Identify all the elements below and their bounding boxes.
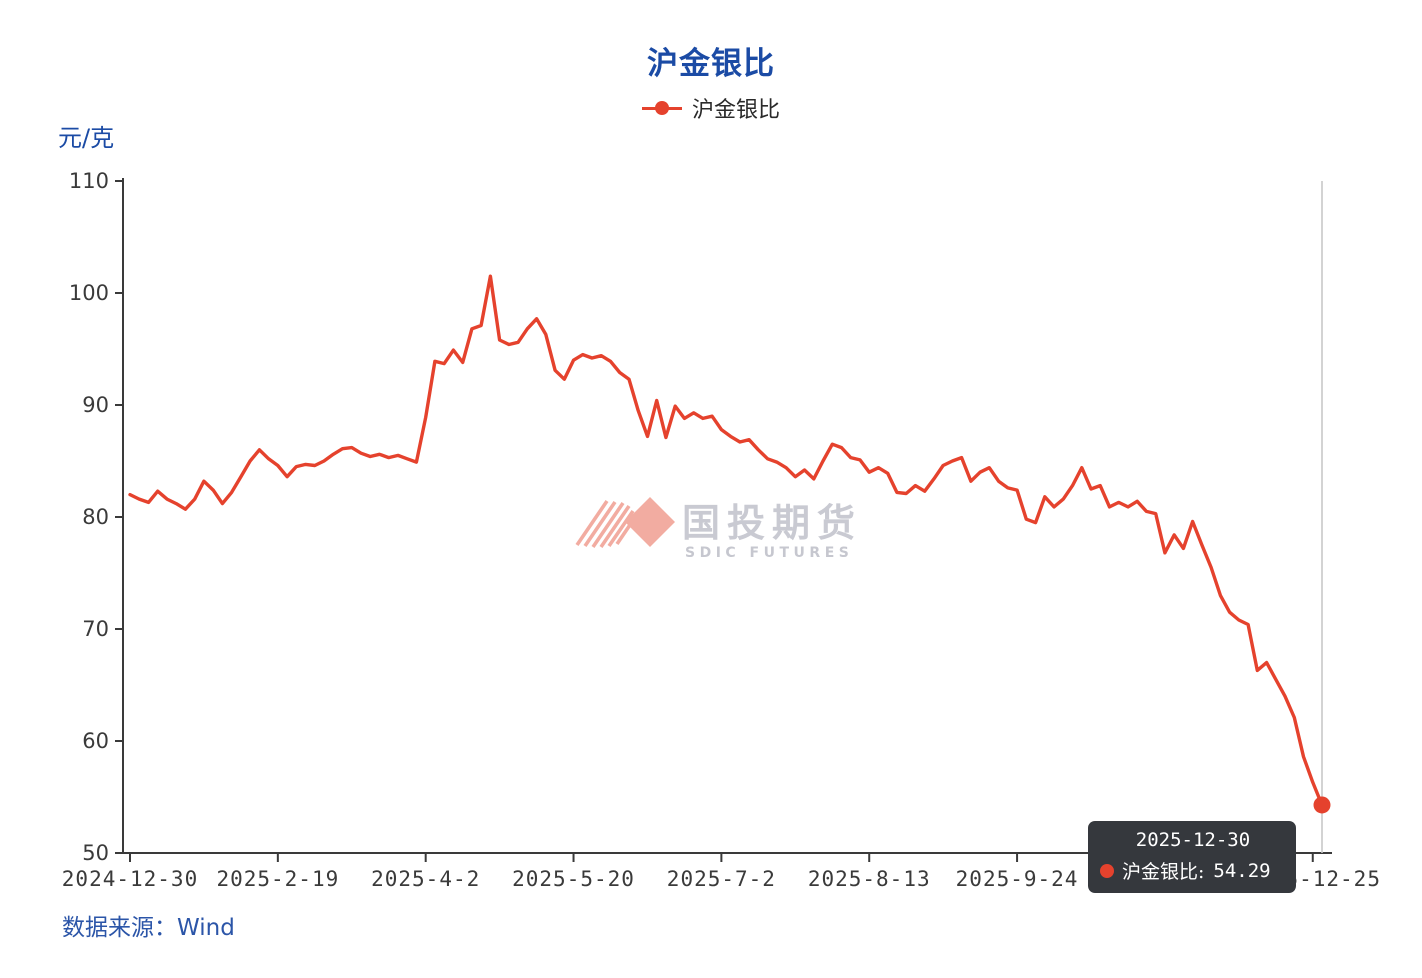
tooltip-series-dot-icon	[1100, 863, 1114, 878]
tooltip: 2025-12-30 沪金银比: 54.29	[1088, 821, 1296, 893]
y-tick-label: 90	[82, 393, 109, 417]
x-tick-label: 2025-7-2	[667, 867, 776, 891]
x-tick-label: 2024-12-30	[62, 867, 198, 891]
legend: 沪金银比	[0, 92, 1422, 124]
series-line[interactable]	[128, 274, 1324, 807]
tooltip-value: 54.29	[1213, 859, 1271, 882]
x-tick-label: 2025-9-24	[956, 867, 1079, 891]
source-note: 数据来源：Wind	[62, 915, 235, 941]
watermark-en-text: SDIC FUTURES	[685, 545, 853, 561]
y-axis-unit-label: 元/克	[58, 124, 115, 152]
watermark-logo	[575, 497, 675, 549]
y-tick-label: 80	[82, 505, 109, 529]
y-tick-label: 60	[82, 729, 109, 753]
y-tick-label: 100	[69, 281, 109, 305]
legend-item[interactable]: 沪金银比	[641, 92, 780, 124]
x-tick-label: 2025-4-2	[371, 867, 480, 891]
x-tick-label: 2025-2-19	[216, 867, 339, 891]
chart-title: 沪金银比	[647, 46, 775, 82]
tooltip-series-label: 沪金银比:	[1122, 861, 1205, 883]
watermark-cn-text: 国投期货	[682, 501, 862, 545]
x-tick-label: 2025-8-13	[808, 867, 931, 891]
series-endpoint-marker[interactable]	[1313, 796, 1331, 814]
legend-label: 沪金银比	[691, 98, 780, 123]
y-tick-label: 50	[82, 841, 109, 865]
tooltip-date: 2025-12-30	[1135, 829, 1251, 851]
x-tick-label: 2025-5-20	[512, 867, 635, 891]
y-tick-label: 70	[82, 617, 109, 641]
legend-line-dot-icon	[641, 101, 682, 115]
y-tick-label: 110	[69, 169, 109, 193]
